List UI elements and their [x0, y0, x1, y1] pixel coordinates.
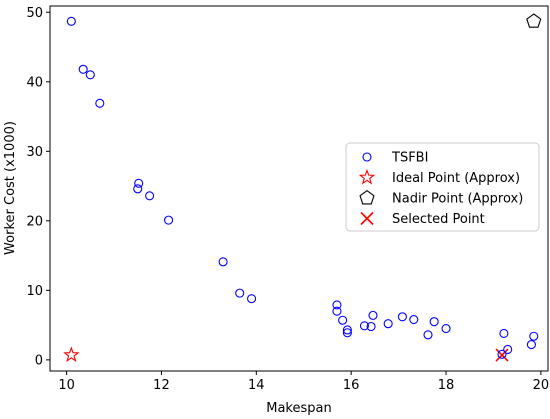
y-tick-label: 20 — [26, 214, 43, 229]
tsfbi-point-22 — [423, 330, 433, 340]
tsfbi-point-15 — [342, 328, 352, 338]
legend-marker-nadir-point-approx — [359, 190, 375, 205]
legend-label-selected-point: Selected Point — [392, 212, 485, 227]
legend-label-ideal-point-approx: Ideal Point (Approx) — [392, 171, 520, 186]
selected-point-point-0 — [495, 348, 509, 362]
legend-marker-tsfbi — [362, 152, 372, 162]
legend-marker-selected-point — [360, 211, 374, 226]
tsfbi-point-6 — [145, 191, 155, 201]
tsfbi-point-13 — [338, 315, 348, 325]
plot-frame — [49, 5, 549, 372]
tsfbi-point-8 — [218, 257, 228, 267]
tsfbi-point-7 — [164, 215, 174, 225]
y-tick-label: 30 — [26, 145, 43, 160]
tsfbi-point-18 — [368, 310, 378, 320]
tsfbi-point-24 — [441, 324, 451, 334]
x-tick-label: 18 — [438, 378, 455, 393]
x-tick-label: 10 — [58, 378, 75, 393]
legend-marker-selected-point-stroke-b — [360, 211, 374, 226]
y-tick-label: 50 — [26, 6, 43, 21]
tsfbi-point-16 — [359, 321, 370, 331]
legend-marker-ideal-point-approx — [358, 168, 376, 185]
y-axis-ticks: 0 10 20 30 40 50 — [26, 6, 50, 368]
x-tick-label: 14 — [248, 378, 265, 393]
legend-box — [345, 142, 540, 232]
legend: TSFBI Ideal Point (Approx) Nadir Point (Ap… — [345, 142, 540, 232]
y-tick-label: 10 — [26, 284, 43, 299]
y-tick-label: 0 — [35, 353, 43, 368]
tsfbi-point-28 — [526, 340, 536, 350]
x-tick-label: 16 — [343, 378, 360, 393]
tsfbi-point-12 — [332, 306, 342, 316]
tsfbi-point-27 — [529, 331, 539, 341]
tsfbi-point-9 — [235, 288, 245, 298]
tsfbi-point-10 — [247, 294, 257, 304]
legend-items: TSFBI Ideal Point (Approx) Nadir Point (Ap… — [358, 151, 523, 227]
y-tick-label: 40 — [26, 75, 43, 90]
tsfbi-point-4 — [133, 184, 143, 194]
nadir-point-approx-point-0 — [526, 13, 542, 28]
tsfbi-point-0 — [66, 16, 76, 26]
tsfbi-point-26 — [503, 344, 513, 354]
legend-label-nadir-point-approx: Nadir Point (Approx) — [392, 192, 523, 207]
y-axis-label: Worker Cost (x1000) — [3, 121, 18, 255]
x-axis-label: Makespan — [266, 401, 331, 416]
tsfbi-point-3 — [95, 98, 105, 108]
tsfbi-point-20 — [397, 312, 407, 322]
tsfbi-point-19 — [383, 319, 393, 329]
tsfbi-point-2 — [85, 70, 95, 80]
tsfbi-point-5 — [134, 178, 144, 188]
tsfbi-point-23 — [429, 317, 439, 327]
data-marks — [63, 13, 542, 362]
tsfbi-point-14 — [342, 325, 352, 335]
tsfbi-point-1 — [78, 64, 88, 74]
x-tick-label: 12 — [153, 378, 170, 393]
x-tick-label: 20 — [533, 378, 550, 393]
ideal-point-approx-point-0 — [63, 346, 80, 362]
tsfbi-extra-point-0 — [497, 349, 507, 359]
tsfbi-point-25 — [499, 328, 509, 339]
selected-point-point-0-stroke-b — [495, 348, 509, 362]
tsfbi-point-11 — [332, 300, 342, 310]
x-axis-ticks: 10 12 14 16 18 20 — [58, 371, 549, 393]
legend-label-tsfbi: TSFBI — [391, 151, 428, 166]
tsfbi-point-21 — [409, 315, 419, 325]
tsfbi-point-17 — [366, 321, 376, 332]
